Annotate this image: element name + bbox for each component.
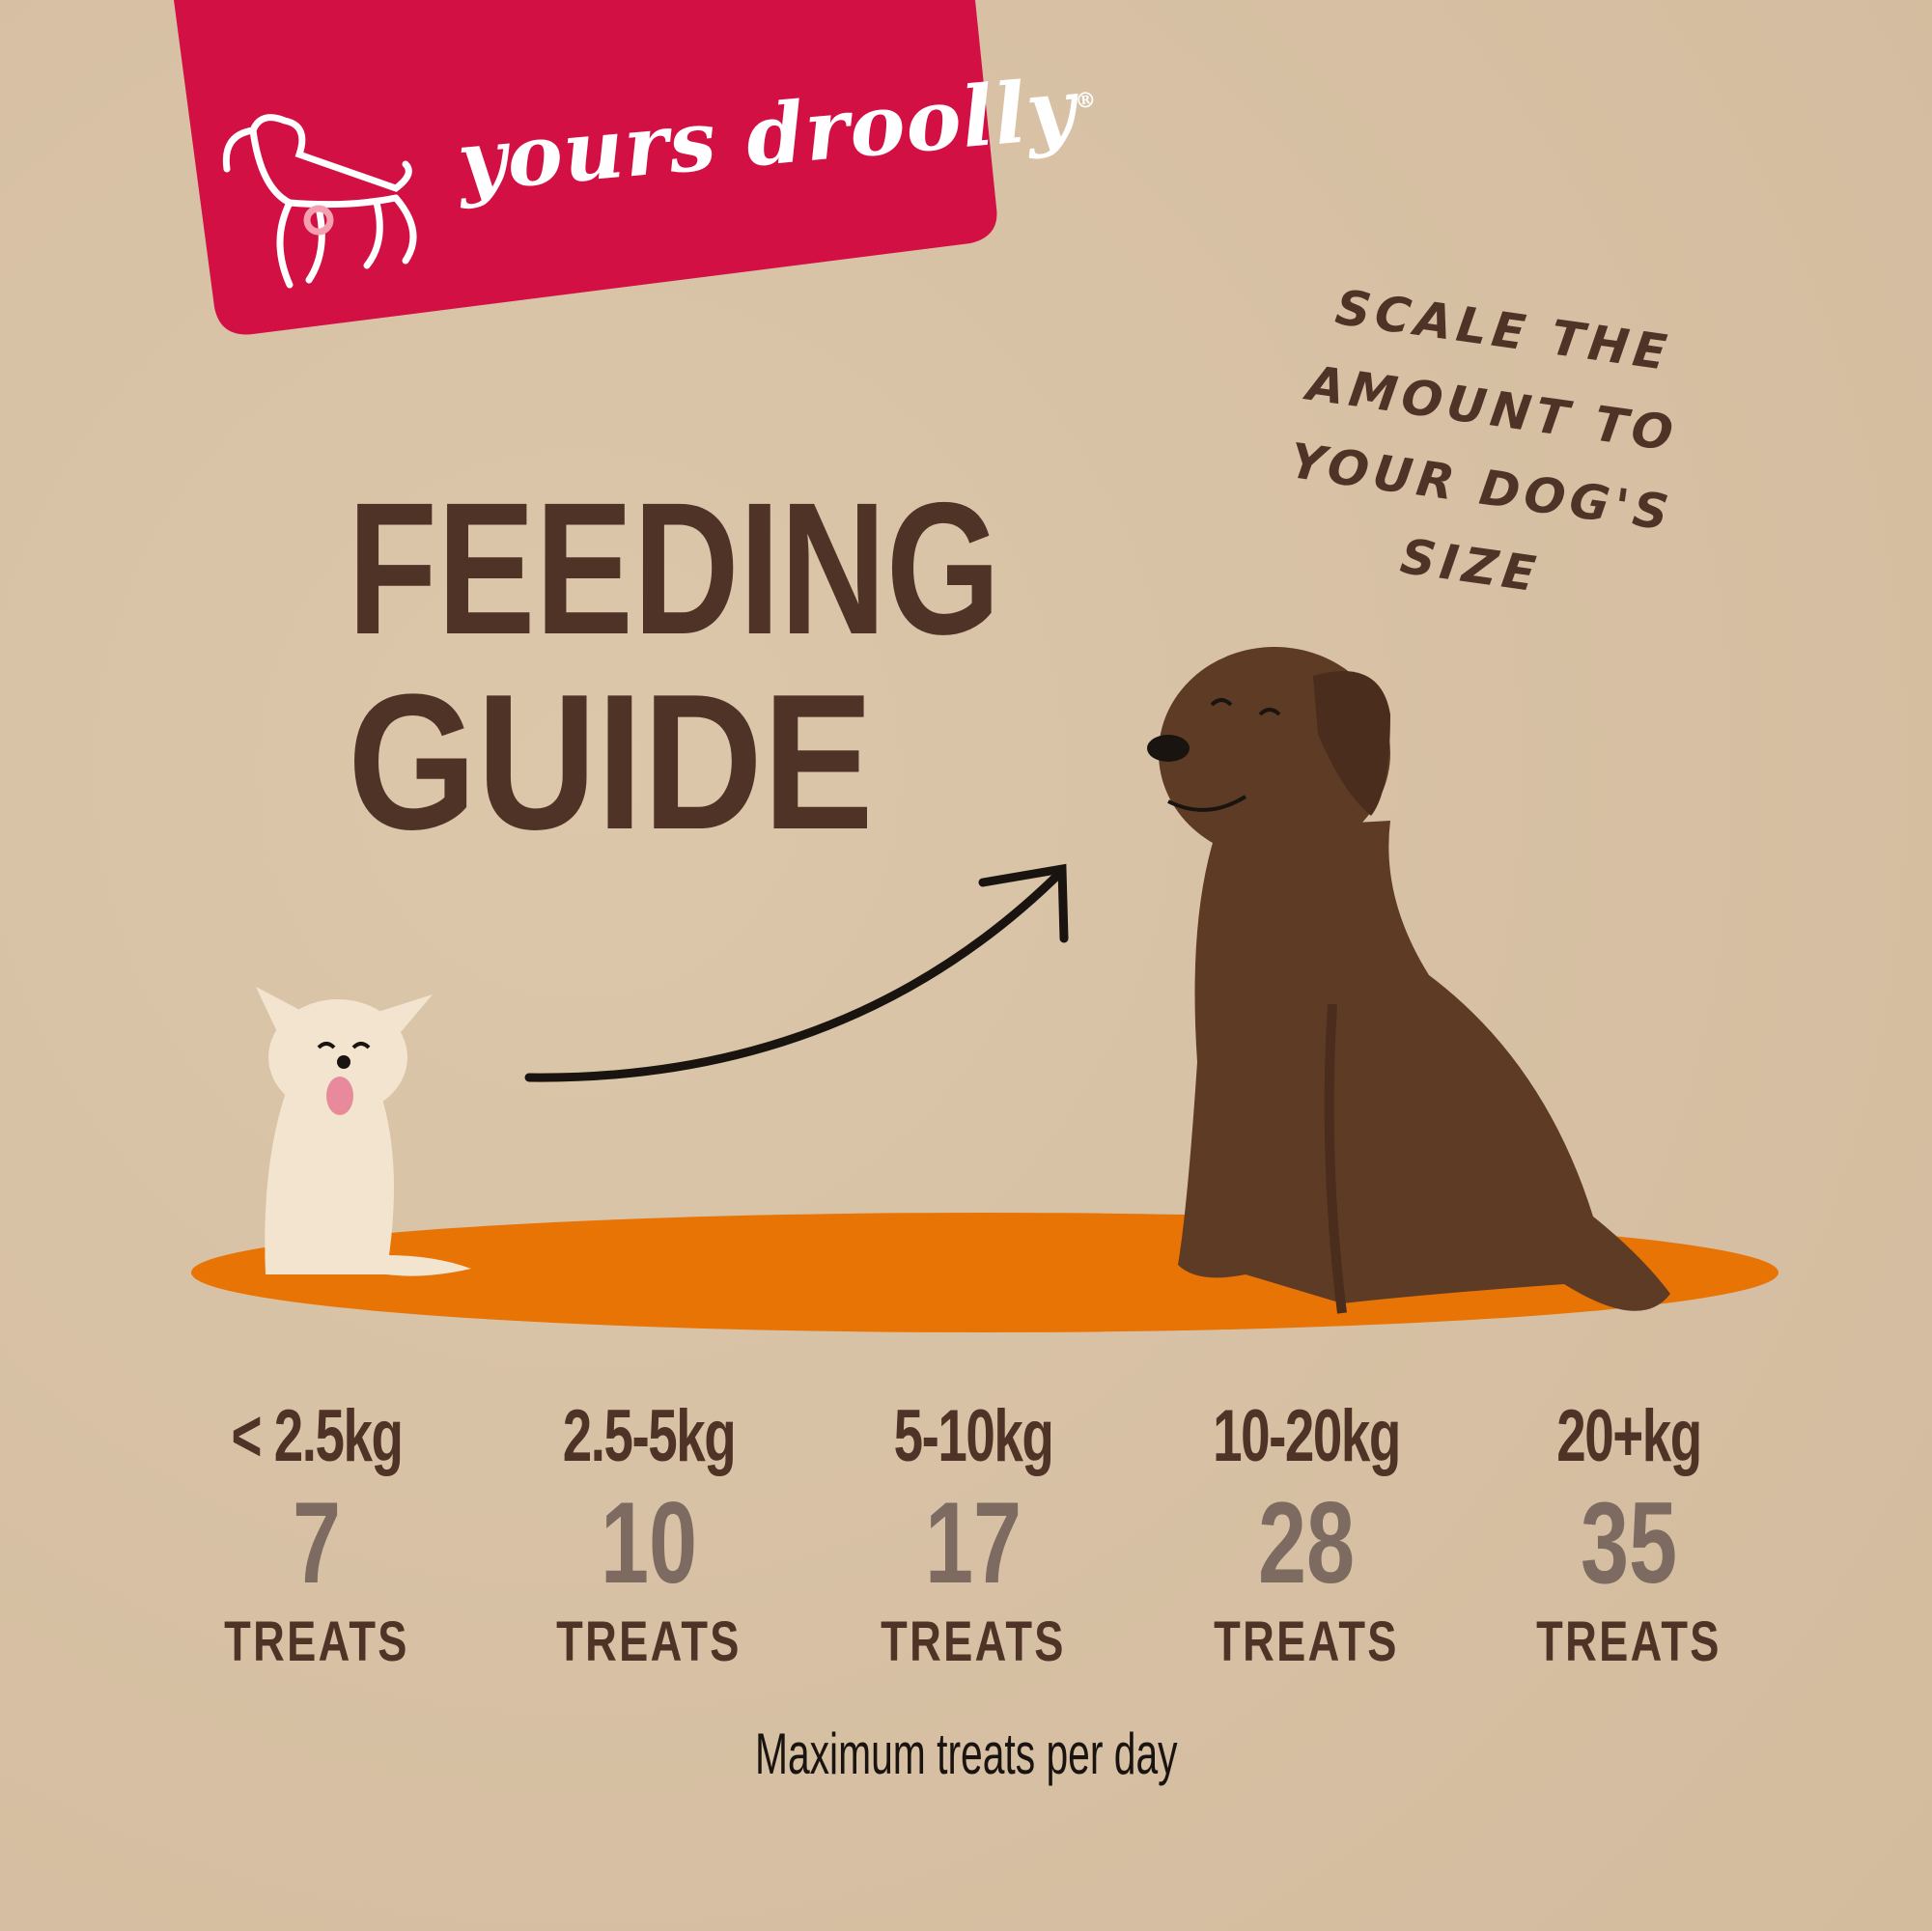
treat-count: 10: [600, 1478, 698, 1608]
weight-label: 5-10kg: [893, 1395, 1054, 1477]
treats-label: TREATS: [224, 1610, 409, 1673]
treat-count: 7: [292, 1478, 342, 1608]
treat-count: 28: [1257, 1478, 1356, 1608]
weight-label: < 2.5kg: [231, 1395, 403, 1477]
treat-count: 35: [1580, 1478, 1678, 1608]
logo-dog-icon: [222, 114, 417, 289]
treats-label: TREATS: [1536, 1610, 1722, 1673]
treats-label: TREATS: [881, 1610, 1066, 1673]
scale-note: SCALE THE AMOUNT TO YOUR DOG'S SIZE: [1226, 258, 1749, 638]
large-dog-illustration: [1147, 647, 1670, 1314]
brand-banner: [174, 0, 997, 335]
weight-label: 2.5-5kg: [562, 1395, 737, 1477]
guide-column: 10-20kg 28 TREATS: [1162, 1400, 1451, 1670]
weight-label: 10-20kg: [1213, 1395, 1401, 1477]
small-dog-illustration: [256, 987, 471, 1276]
curved-arrow-icon: [524, 863, 1069, 1082]
treats-label: TREATS: [1214, 1610, 1399, 1673]
guide-column: 5-10kg 17 TREATS: [828, 1400, 1118, 1670]
guide-column: < 2.5kg 7 TREATS: [172, 1400, 462, 1670]
guide-column: 2.5-5kg 10 TREATS: [504, 1400, 794, 1670]
registered-mark: ®: [1074, 87, 1099, 115]
footer-text: Maximum treats per day: [754, 1721, 1178, 1786]
title-line-1: FEEDING: [348, 463, 1001, 674]
treat-count: 17: [924, 1478, 1022, 1608]
guide-column: 20+kg 35 TREATS: [1484, 1400, 1774, 1670]
title-line-2: GUIDE: [348, 655, 874, 870]
footer-note: Maximum treats per day: [0, 1721, 1932, 1787]
weight-label: 20+kg: [1556, 1395, 1702, 1477]
treats-label: TREATS: [556, 1610, 742, 1673]
